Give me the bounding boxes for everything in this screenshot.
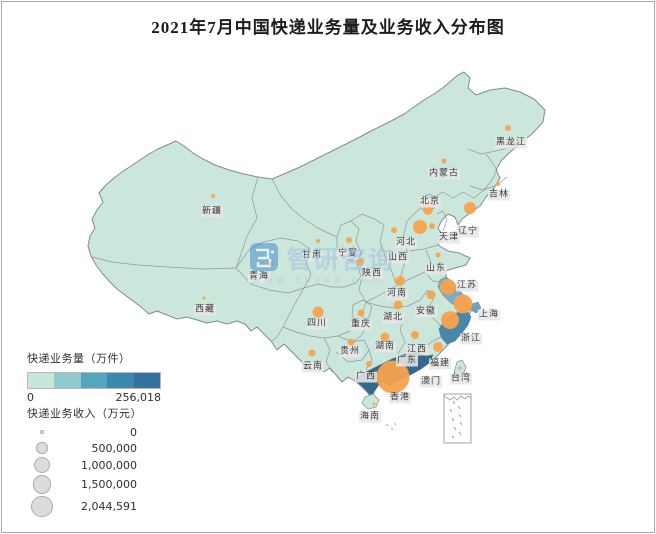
province-border-line: [91, 256, 237, 270]
revenue-bubble: [505, 125, 511, 131]
revenue-bubble: [496, 182, 500, 186]
volume-max-label: 256,018: [115, 391, 162, 404]
province-border-line: [235, 237, 311, 269]
revenue-bubbles-layer: [202, 125, 511, 406]
revenue-bubble: [346, 237, 352, 243]
legend-revenue-title: 快递业务收入（万元）: [27, 407, 142, 420]
revenue-bubble: [440, 279, 456, 295]
revenue-bubble: [426, 290, 436, 300]
revenue-bubble: [380, 332, 390, 342]
province-shanghai: [470, 301, 482, 314]
revenue-bubble: [411, 331, 419, 339]
small-islands-marks: [385, 422, 397, 431]
legend-revenue-value: 1,000,000: [81, 458, 137, 472]
province-border-line: [379, 224, 397, 285]
legend-revenue-value: 1,500,000: [81, 477, 137, 491]
gradient-segment: [28, 373, 55, 388]
legend-revenue-row: 2,044,591: [27, 495, 177, 517]
legend-revenue-row: 0: [27, 425, 177, 439]
legend-revenue-value: 500,000: [91, 441, 138, 455]
gradient-segment: [107, 373, 134, 388]
revenue-bubble: [366, 361, 372, 367]
legend-volume-title: 快递业务量（万件）: [27, 352, 131, 365]
taiwan-island: [453, 359, 467, 382]
province-border-line: [358, 275, 367, 303]
legend-bubble-cell: [27, 457, 57, 473]
province-border-line: [303, 252, 362, 289]
revenue-bubble: [441, 158, 447, 164]
legend-bubble: [31, 495, 53, 517]
revenue-bubble: [453, 294, 473, 314]
revenue-bubble: [423, 205, 433, 215]
province-border-line: [469, 176, 508, 191]
legend-revenue-row: 500,000: [27, 441, 177, 455]
revenue-bubble: [395, 276, 405, 286]
hainan-island: [361, 393, 380, 410]
province-border-line: [365, 283, 400, 303]
province-border-line: [409, 244, 439, 252]
province-border-line: [485, 153, 498, 171]
legend-revenue-value: 2,044,591: [81, 499, 137, 513]
volume-min-label: 0: [27, 391, 34, 404]
province-border-line: [397, 317, 406, 355]
gradient-segment: [54, 373, 81, 388]
legend-bubble: [34, 457, 50, 473]
revenue-bubble: [441, 311, 459, 329]
revenue-bubble: [429, 223, 435, 229]
province-border-line: [235, 248, 312, 294]
revenue-bubble: [393, 300, 403, 310]
gradient-segment: [133, 373, 161, 388]
legend-bubble-cell: [27, 475, 57, 494]
revenue-bubble: [464, 202, 476, 214]
chart-title: 2021年7月中国快递业务量及业务收入分布图: [151, 18, 505, 37]
legend-bubble-cell: [27, 495, 57, 517]
revenue-bubble: [211, 194, 215, 198]
legend-bubble: [40, 430, 44, 434]
legend-bubble-cell: [27, 430, 57, 434]
province-border-line: [235, 176, 259, 269]
revenue-bubble: [372, 402, 376, 406]
revenue-bubble: [268, 261, 274, 267]
legend-bubble: [36, 442, 48, 454]
province-border-line: [270, 287, 305, 343]
province-border-line: [406, 205, 424, 222]
legend-panel: 快递业务量（万件） 0 256,018 快递业务收入（万元） 0 500,000 1…: [27, 350, 177, 519]
legend-revenue-value: 0: [130, 425, 137, 439]
revenue-bubble: [357, 309, 365, 317]
revenue-bubble: [376, 360, 410, 394]
revenue-bubble: [413, 220, 427, 234]
province-border-line: [351, 299, 373, 327]
legend-revenue-row: 1,000,000: [27, 457, 177, 473]
revenue-bubble: [391, 227, 397, 233]
revenue-bubble: [433, 342, 443, 352]
revenue-bubble: [312, 306, 324, 318]
legend-bubble-cell: [27, 442, 57, 454]
legend-revenue-rows: 0 500,000 1,000,000 1,500,000 2,044,591: [27, 425, 177, 517]
legend-revenue-row: 1,500,000: [27, 475, 177, 494]
inset-coastline: [443, 394, 472, 401]
province-border-line: [422, 169, 498, 207]
revenue-bubble: [202, 296, 206, 300]
province-border-line: [323, 337, 333, 373]
gradient-segment: [80, 373, 108, 388]
legend-bubble: [32, 475, 52, 494]
volume-gradient-labels: 0 256,018: [27, 391, 161, 404]
revenue-bubble: [316, 239, 320, 243]
nine-dash-line: [449, 400, 463, 439]
volume-gradient-bar: [27, 372, 161, 389]
province-border-line: [271, 178, 338, 238]
province-border-line: [436, 210, 448, 232]
revenue-bubble: [347, 338, 355, 346]
province-border-line: [282, 326, 351, 339]
revenue-bubble: [458, 366, 462, 370]
south-china-sea-inset: [443, 393, 472, 444]
province-border-line: [350, 213, 385, 226]
revenue-bubble: [308, 349, 316, 357]
revenue-bubble: [435, 252, 441, 258]
revenue-bubble: [356, 258, 364, 266]
inset-box: [443, 393, 472, 444]
